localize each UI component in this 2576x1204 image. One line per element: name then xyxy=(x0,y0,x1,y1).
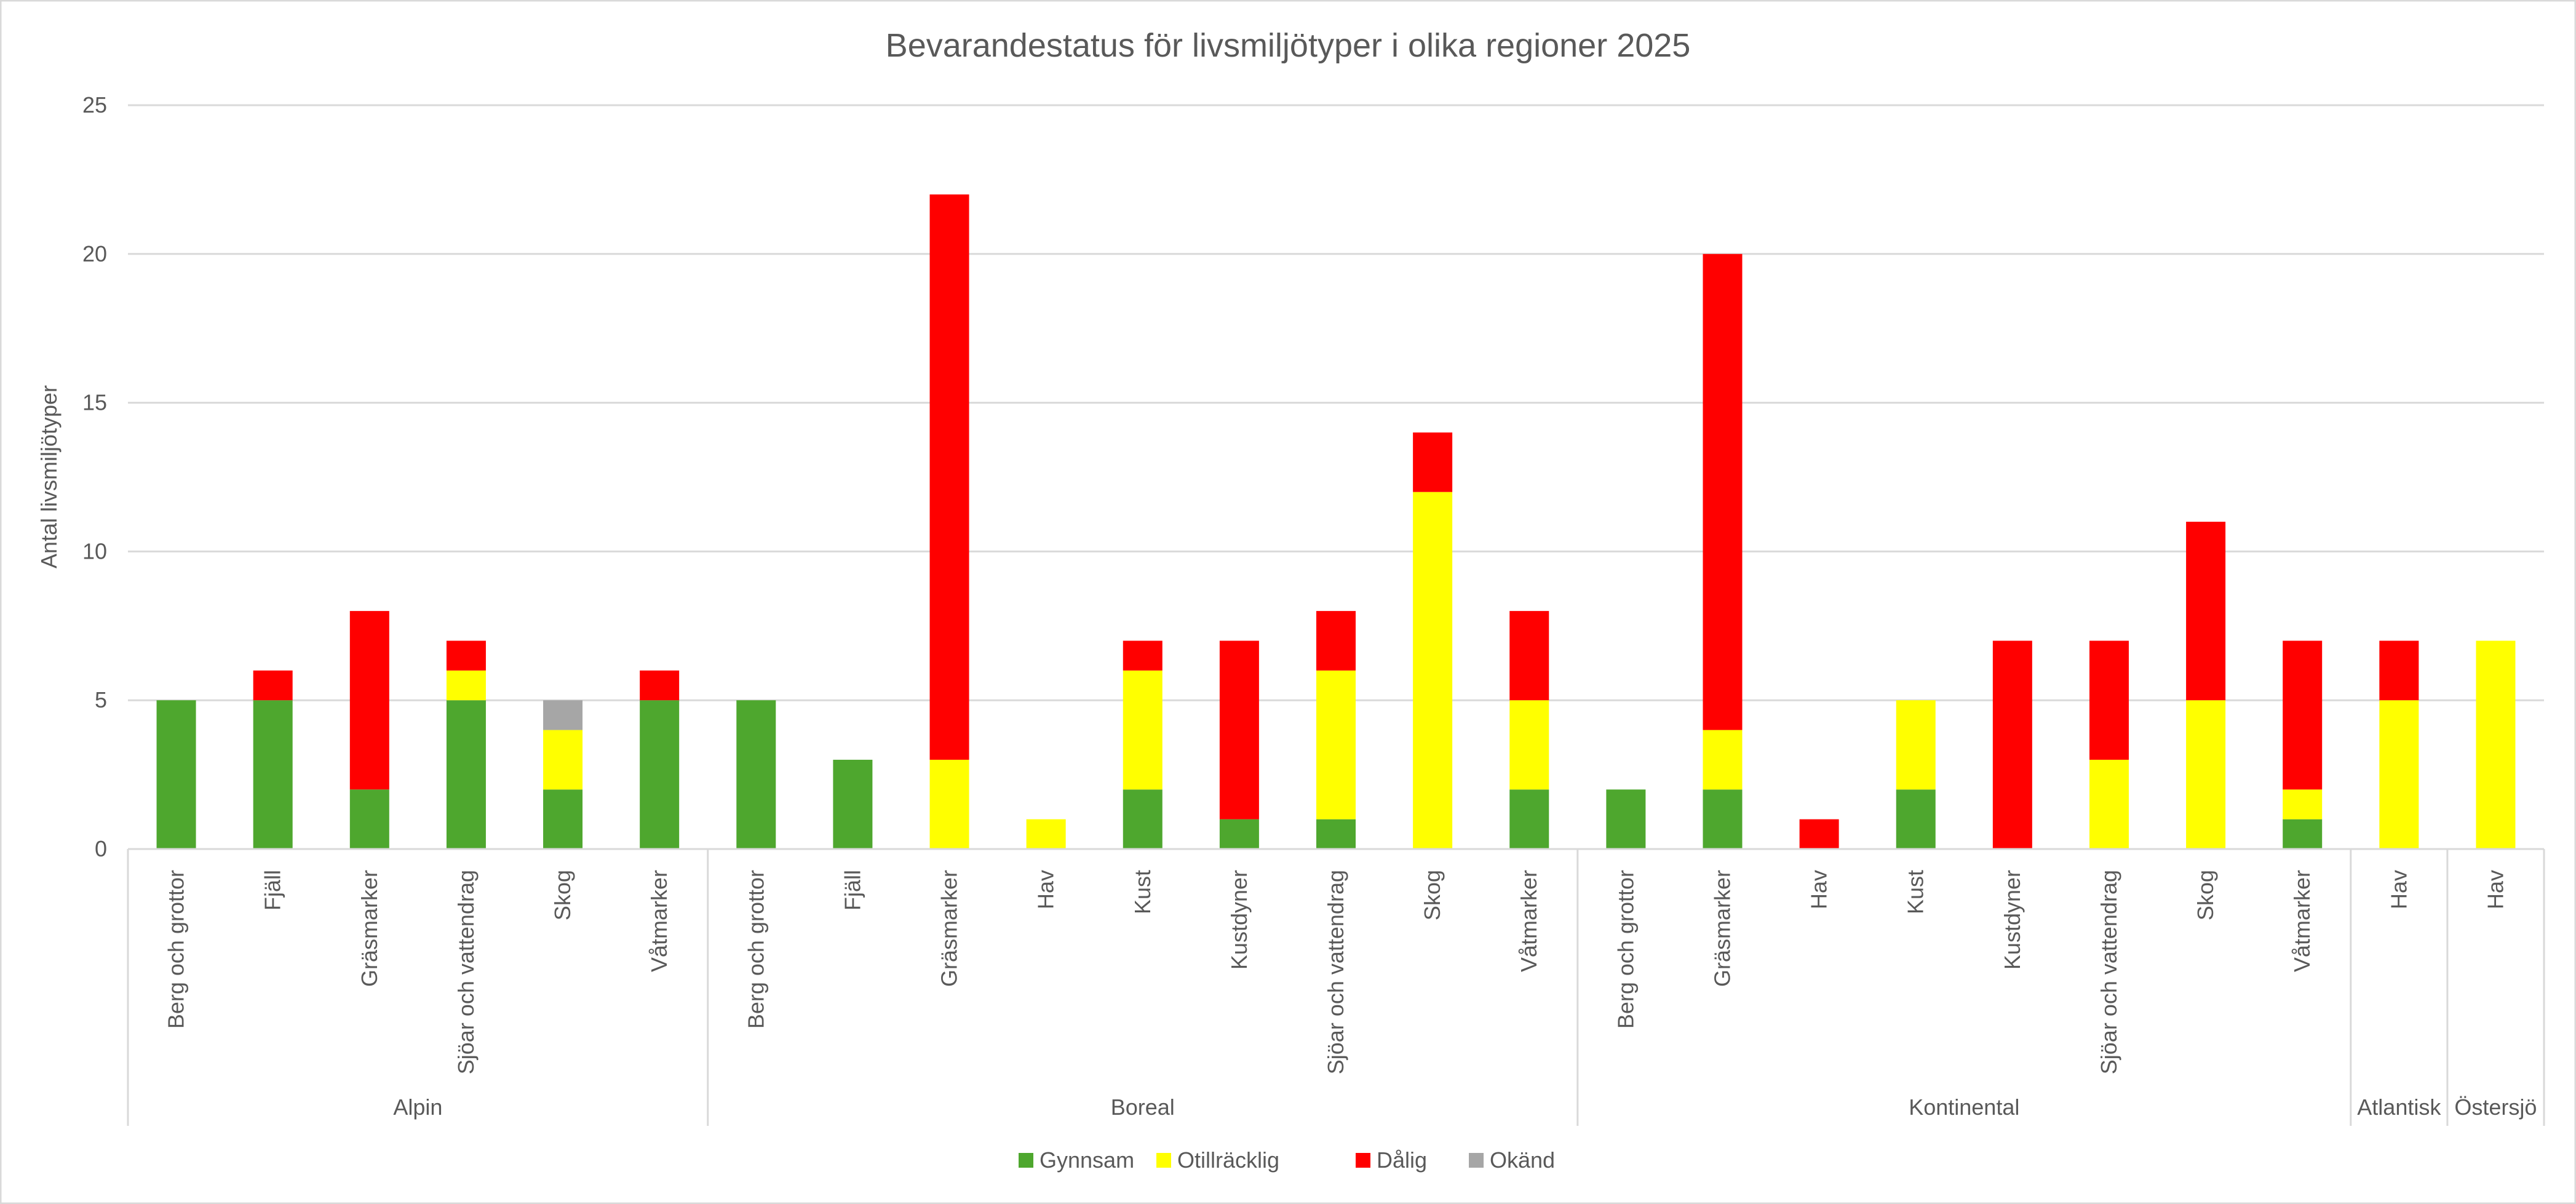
x-category-label: Skog xyxy=(550,870,575,920)
legend-swatch xyxy=(1019,1153,1033,1168)
x-category-label: Skog xyxy=(1420,870,1445,920)
y-tick-label: 20 xyxy=(82,241,107,266)
bar-segment-gynnsam xyxy=(640,700,680,849)
x-group-label: Kontinental xyxy=(1909,1094,2019,1120)
bar-segment-gynnsam xyxy=(156,700,196,849)
bar-segment-okänd xyxy=(543,700,583,730)
bar-segment-dålig xyxy=(1413,432,1453,492)
x-category-label: Berg och grottor xyxy=(164,870,189,1029)
bar-segment-otillräcklig xyxy=(1509,700,1549,790)
bar-segment-dålig xyxy=(1703,253,1743,730)
bar-segment-dålig xyxy=(1799,819,1839,849)
bar-segment-gynnsam xyxy=(1219,819,1259,849)
bar-segment-otillräcklig xyxy=(543,730,583,790)
bar-segment-gynnsam xyxy=(736,700,776,849)
x-category-label: Sjöar och vattendrag xyxy=(453,870,479,1074)
bar-segment-otillräcklig xyxy=(2379,700,2419,849)
x-category-label: Berg och grottor xyxy=(743,870,768,1029)
legend-label: Dålig xyxy=(1377,1147,1427,1173)
x-category-label: Kust xyxy=(1903,870,1928,914)
y-tick-label: 25 xyxy=(82,92,107,118)
x-category-label: Gräsmarker xyxy=(937,870,962,987)
bar-segment-otillräcklig xyxy=(1316,670,1356,819)
bar-segment-gynnsam xyxy=(543,789,583,849)
bar-segment-dålig xyxy=(1316,611,1356,671)
bar-segment-dålig xyxy=(446,640,486,671)
bar-segment-gynnsam xyxy=(1606,789,1646,849)
bar-segment-dålig xyxy=(2379,640,2419,701)
bar-segment-dålig xyxy=(253,670,293,701)
x-group-label: Alpin xyxy=(393,1094,442,1120)
bar-segment-gynnsam xyxy=(2283,819,2323,849)
bar-segment-gynnsam xyxy=(349,789,389,849)
x-category-label: Kust xyxy=(1130,870,1155,914)
x-group-label: Östersjö xyxy=(2454,1094,2537,1120)
bar-segment-dålig xyxy=(1509,611,1549,701)
legend-label: Okänd xyxy=(1490,1147,1555,1173)
bar-segment-dålig xyxy=(2283,640,2323,790)
bar-segment-gynnsam xyxy=(833,759,873,849)
chart-title: Bevarandestatus för livsmiljötyper i oli… xyxy=(886,27,1691,64)
x-category-label: Sjöar och vattendrag xyxy=(1323,870,1348,1074)
bar-segment-dålig xyxy=(2089,640,2129,760)
legend-swatch xyxy=(1156,1153,1171,1168)
bar-segment-gynnsam xyxy=(446,700,486,849)
y-tick-label: 10 xyxy=(82,538,107,564)
bar-segment-otillräcklig xyxy=(1123,670,1163,790)
bar-segment-gynnsam xyxy=(253,700,293,849)
bar-segment-dålig xyxy=(2186,522,2226,701)
x-category-label: Fjäll xyxy=(260,870,285,911)
x-category-label: Hav xyxy=(2386,870,2411,909)
bar-segment-gynnsam xyxy=(1316,819,1356,849)
x-category-label: Våtmarker xyxy=(2289,870,2315,972)
bar-segment-otillräcklig xyxy=(2186,700,2226,849)
x-category-label: Gräsmarker xyxy=(1709,870,1735,987)
bar-segment-dålig xyxy=(1992,640,2032,849)
bar-segment-otillräcklig xyxy=(1413,492,1453,849)
y-tick-label: 0 xyxy=(95,836,107,861)
bar-segment-gynnsam xyxy=(1123,789,1163,849)
bar-segment-dålig xyxy=(929,194,969,760)
bar-segment-otillräcklig xyxy=(929,759,969,849)
bar-segment-otillräcklig xyxy=(2089,759,2129,849)
bar-segment-dålig xyxy=(349,611,389,790)
y-tick-label: 15 xyxy=(82,390,107,415)
y-tick-label: 5 xyxy=(95,687,107,712)
bar-segment-otillräcklig xyxy=(1703,730,1743,790)
bar-segment-otillräcklig xyxy=(1896,700,1936,790)
bar-segment-dålig xyxy=(1123,640,1163,671)
x-category-label: Sjöar och vattendrag xyxy=(2096,870,2121,1074)
bar-segment-dålig xyxy=(1219,640,1259,819)
x-category-label: Våtmarker xyxy=(646,870,672,972)
legend-label: Gynnsam xyxy=(1040,1147,1134,1173)
bar-segment-otillräcklig xyxy=(2283,789,2323,819)
x-category-label: Gräsmarker xyxy=(357,870,382,987)
bar-segment-otillräcklig xyxy=(2476,640,2516,849)
bar-segment-gynnsam xyxy=(1703,789,1743,849)
legend-swatch xyxy=(1469,1153,1484,1168)
x-category-label: Skog xyxy=(2193,870,2218,920)
x-category-label: Hav xyxy=(2483,870,2508,909)
x-category-label: Hav xyxy=(1033,870,1059,909)
x-category-label: Våtmarker xyxy=(1516,870,1541,972)
bar-segment-dålig xyxy=(640,670,680,701)
legend-swatch xyxy=(1356,1153,1370,1168)
bar-segment-otillräcklig xyxy=(1026,819,1066,849)
x-category-label: Hav xyxy=(1807,870,1832,909)
x-group-label: Boreal xyxy=(1111,1094,1175,1120)
bar-segment-otillräcklig xyxy=(446,670,486,701)
bar-segment-gynnsam xyxy=(1509,789,1549,849)
x-group-label: Atlantisk xyxy=(2357,1094,2441,1120)
y-axis-label: Antal livsmiljötyper xyxy=(36,385,62,568)
x-category-label: Kustdyner xyxy=(1226,870,1252,970)
bar-segment-gynnsam xyxy=(1896,789,1936,849)
x-category-label: Kustdyner xyxy=(2000,870,2025,970)
x-category-label: Fjäll xyxy=(840,870,865,911)
x-category-label: Berg och grottor xyxy=(1613,870,1638,1029)
legend-label: Otillräcklig xyxy=(1177,1147,1279,1173)
